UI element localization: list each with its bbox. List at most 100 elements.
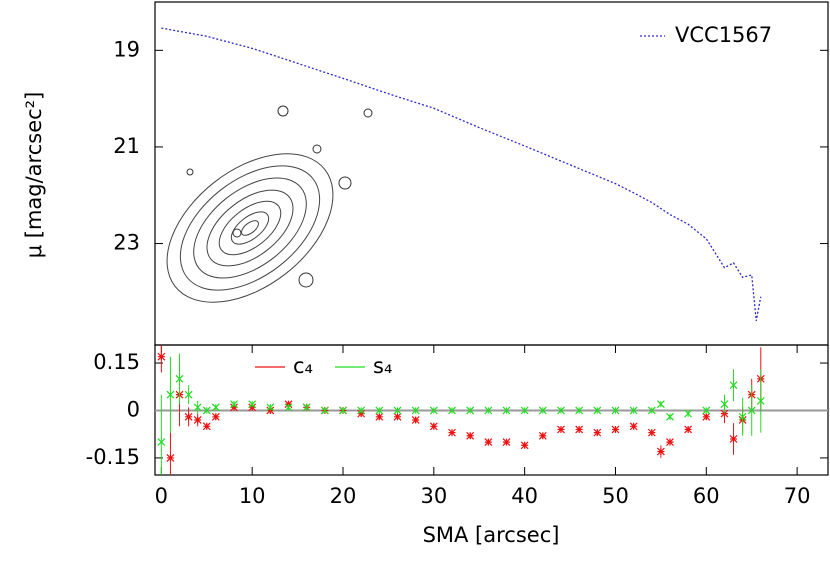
data-point xyxy=(575,406,584,415)
data-point xyxy=(429,422,438,431)
data-point xyxy=(175,374,184,383)
galaxy-contour xyxy=(206,189,294,267)
data-point xyxy=(729,435,738,443)
data-point xyxy=(611,406,620,415)
data-point xyxy=(375,406,384,415)
data-point xyxy=(684,425,693,434)
x-tick-label: 0 xyxy=(155,484,168,508)
data-point xyxy=(202,422,211,431)
data-point xyxy=(738,412,747,421)
data-point xyxy=(720,400,729,409)
y-tick-label: -0.15 xyxy=(86,445,140,469)
data-point xyxy=(747,406,756,415)
x-tick-label: 10 xyxy=(239,484,266,508)
x-tick-label: 50 xyxy=(602,484,629,508)
data-point xyxy=(538,406,547,415)
data-point xyxy=(629,406,638,415)
data-point xyxy=(184,412,193,421)
data-point xyxy=(538,431,547,440)
data-point xyxy=(647,406,656,415)
data-point xyxy=(320,406,329,415)
star xyxy=(312,144,322,154)
data-point xyxy=(466,431,475,440)
data-point xyxy=(629,422,638,431)
data-point xyxy=(429,406,438,415)
data-point xyxy=(193,416,202,424)
data-point xyxy=(502,438,511,447)
data-point xyxy=(502,406,511,415)
data-point xyxy=(484,438,493,447)
data-point xyxy=(166,390,175,399)
data-point xyxy=(520,441,529,450)
data-point xyxy=(575,425,584,434)
data-point xyxy=(411,416,420,424)
star xyxy=(232,228,242,238)
galaxy-contour xyxy=(166,153,334,303)
data-point xyxy=(593,406,602,415)
data-point xyxy=(248,400,257,409)
x-tick-label: 70 xyxy=(784,484,811,508)
data-point xyxy=(230,400,238,409)
data-point xyxy=(202,406,211,415)
data-point xyxy=(756,397,765,405)
data-point xyxy=(284,400,293,409)
x-tick-label: 30 xyxy=(420,484,447,508)
data-point xyxy=(211,412,220,421)
galaxy-contour xyxy=(230,211,270,245)
data-point xyxy=(448,406,456,415)
data-point xyxy=(656,400,665,409)
galaxy-image xyxy=(166,153,334,303)
galaxy-contour xyxy=(179,165,321,291)
data-point xyxy=(557,425,565,434)
data-point xyxy=(393,406,402,415)
data-point xyxy=(702,412,711,421)
star xyxy=(338,176,352,190)
x-tick-label: 40 xyxy=(511,484,538,508)
legend-label: VCC1567 xyxy=(675,23,772,47)
data-point xyxy=(157,352,166,361)
data-point xyxy=(302,403,311,412)
data-point xyxy=(684,409,693,418)
star-blobs xyxy=(186,105,373,288)
data-point xyxy=(666,438,674,447)
star xyxy=(298,272,314,288)
data-point xyxy=(666,412,674,421)
data-point xyxy=(702,406,711,415)
data-point xyxy=(466,406,475,415)
y-tick-label: 0.15 xyxy=(93,350,140,374)
data-point xyxy=(339,406,347,415)
star xyxy=(277,105,289,117)
data-point xyxy=(166,453,175,462)
data-point xyxy=(411,406,420,415)
data-point xyxy=(393,412,402,421)
x-tick-label: 20 xyxy=(330,484,357,508)
data-point xyxy=(611,425,620,434)
y-tick-label: 21 xyxy=(113,134,140,158)
y-tick-label: 19 xyxy=(113,37,140,61)
data-point xyxy=(593,428,602,437)
data-point xyxy=(184,390,193,399)
data-point xyxy=(266,403,275,412)
y-tick-label: 0 xyxy=(127,397,140,421)
legend-label: s₄ xyxy=(373,354,392,378)
data-point xyxy=(656,447,665,456)
data-point xyxy=(729,381,738,390)
data-point xyxy=(375,412,384,421)
y-tick-label: 23 xyxy=(113,231,140,255)
data-point xyxy=(193,403,202,412)
x-tick-label: 60 xyxy=(693,484,720,508)
legend-label: c₄ xyxy=(293,354,313,378)
galaxy-contour xyxy=(193,177,307,279)
data-point xyxy=(211,403,220,412)
galaxy-contour xyxy=(218,200,282,256)
data-point xyxy=(157,438,166,447)
data-point xyxy=(557,406,565,415)
data-point xyxy=(284,403,293,412)
data-point xyxy=(647,428,656,437)
galaxy-contour xyxy=(241,220,259,236)
data-point xyxy=(357,406,366,415)
x-axis-label: SMA [arcsec] xyxy=(423,523,560,547)
y-axis-label: μ [mag/arcsec²] xyxy=(22,92,46,259)
data-point xyxy=(520,406,529,415)
